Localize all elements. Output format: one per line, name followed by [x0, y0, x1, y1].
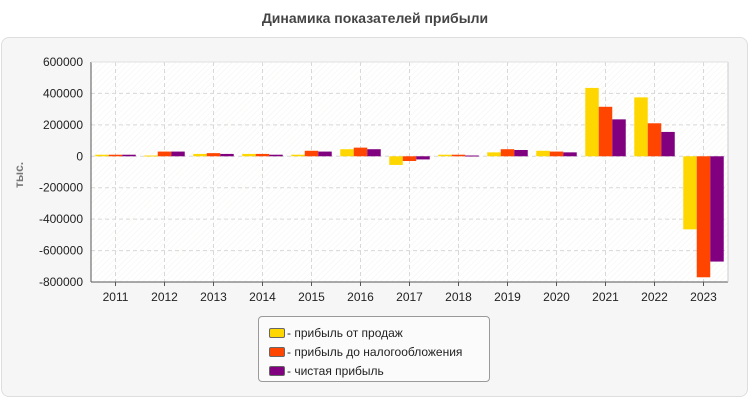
bar: [500, 149, 515, 157]
y-tick-label: 200000: [43, 118, 83, 132]
bar: [367, 149, 381, 157]
x-tick-label: 2019: [494, 290, 521, 304]
bar: [683, 156, 697, 230]
y-tick-label: -800000: [39, 275, 83, 289]
x-tick-label: 2014: [249, 290, 276, 304]
bar: [171, 151, 185, 157]
y-tick-label: -600000: [39, 244, 83, 258]
x-tick-label: 2023: [690, 290, 717, 304]
bar: [389, 156, 403, 165]
y-tick-label: -200000: [39, 181, 83, 195]
bar: [122, 154, 136, 157]
bar: [318, 151, 332, 157]
bar: [536, 150, 550, 157]
legend-label-sales-profit: - прибыль от продаж: [287, 325, 403, 340]
legend-swatch-net-profit: [269, 365, 285, 376]
bar: [487, 152, 501, 157]
bar: [647, 123, 662, 157]
bar: [291, 154, 305, 157]
bar: [353, 147, 368, 157]
x-tick-label: 2022: [641, 290, 668, 304]
bar: [563, 152, 577, 157]
legend-item-net-profit[interactable]: - чистая прибыль: [269, 361, 489, 380]
bar: [438, 154, 452, 157]
legend: - прибыль от продаж - прибыль до налогоо…: [258, 316, 490, 382]
y-tick-label: 400000: [43, 86, 83, 100]
bar: [598, 106, 613, 157]
chart-title: Динамика показателей прибыли: [261, 10, 489, 26]
x-tick-label: 2021: [592, 290, 619, 304]
bar: [193, 153, 207, 157]
legend-item-pretax-profit[interactable]: - прибыль до налогообложения: [269, 342, 489, 361]
legend-item-sales-profit[interactable]: - прибыль от продаж: [269, 323, 489, 342]
legend-swatch-pretax-profit: [269, 346, 285, 357]
plot-background: [91, 62, 728, 282]
x-tick-label: 2017: [396, 290, 423, 304]
bar: [661, 131, 675, 157]
bar: [242, 153, 256, 157]
bar: [514, 150, 528, 157]
bar: [696, 156, 711, 278]
bar: [710, 156, 724, 262]
bar: [255, 153, 270, 157]
bar: [269, 154, 283, 157]
bar: [144, 155, 158, 157]
bar: [340, 149, 354, 157]
y-tick-label: 600000: [43, 55, 83, 69]
x-tick-label: 2018: [445, 290, 472, 304]
bar: [634, 97, 648, 157]
x-tick-label: 2012: [151, 290, 178, 304]
bar: [157, 151, 172, 157]
bar: [416, 156, 430, 160]
legend-label-net-profit: - чистая прибыль: [287, 363, 384, 378]
legend-swatch-sales-profit: [269, 327, 285, 338]
bar: [465, 155, 479, 157]
y-tick-label: 0: [76, 149, 83, 163]
x-tick-label: 2011: [103, 290, 129, 304]
y-tick-label: -400000: [39, 212, 83, 226]
bar: [304, 150, 319, 157]
bar: [402, 156, 417, 161]
legend-label-pretax-profit: - прибыль до налогообложения: [287, 344, 463, 359]
bar: [549, 151, 564, 157]
bar: [206, 153, 221, 157]
x-tick-label: 2015: [298, 290, 325, 304]
bar: [612, 119, 626, 157]
bar: [585, 87, 599, 157]
bar: [95, 154, 109, 157]
bar: [220, 153, 234, 157]
bar: [451, 154, 466, 157]
x-tick-label: 2013: [200, 290, 227, 304]
bar: [108, 154, 123, 157]
x-tick-label: 2016: [347, 290, 374, 304]
x-tick-label: 2020: [543, 290, 570, 304]
